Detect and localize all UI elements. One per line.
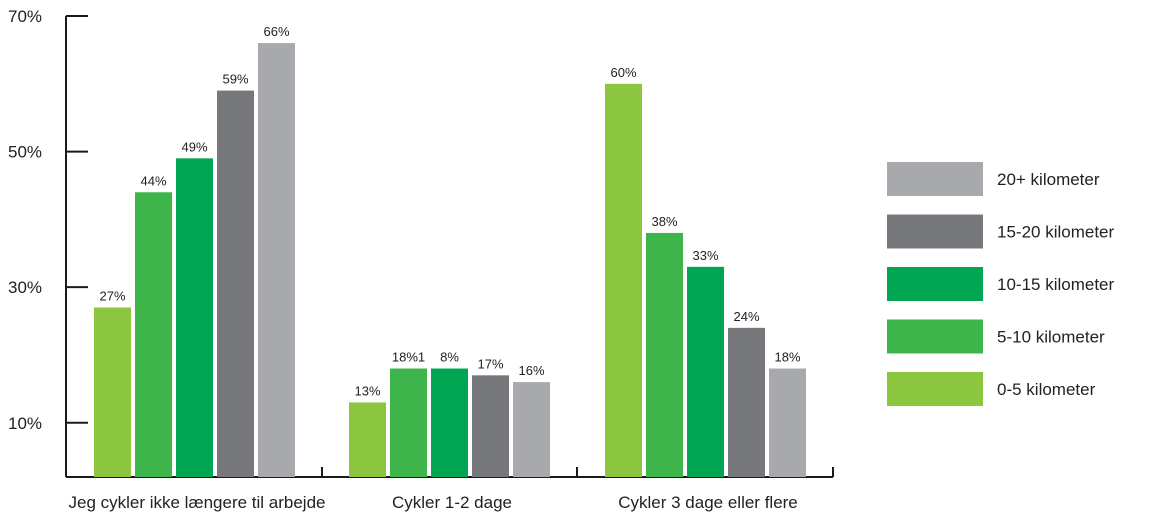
bar (472, 375, 509, 477)
legend-swatch (887, 162, 983, 196)
bar (258, 43, 295, 477)
bar (646, 232, 683, 477)
data-label: 66% (263, 24, 289, 39)
data-label: 44% (140, 173, 166, 188)
bar (605, 83, 642, 477)
data-label: 16% (518, 363, 544, 378)
category-label: Jeg cykler ikke længere til arbejde (68, 493, 325, 512)
data-label: 33% (692, 248, 718, 263)
data-label: 27% (99, 289, 125, 304)
y-tick-label: 70% (8, 7, 42, 26)
data-labels: 27% 44% 49% 59% 66% 13% 18%1 8% 17% 16% 60% 38% 33% 2… (99, 24, 800, 398)
data-label: 18%1 (392, 350, 425, 365)
data-label: 13% (354, 383, 380, 398)
legend: 20+ kilometer 15-20 kilometer 10-15 kilome… (887, 162, 1115, 406)
category-label: Cykler 3 dage eller flere (618, 493, 798, 512)
data-label: 60% (610, 65, 636, 80)
legend-label: 10-15 kilometer (997, 275, 1115, 294)
data-label: 17% (477, 356, 503, 371)
legend-swatch (887, 267, 983, 301)
data-label: 24% (733, 309, 759, 324)
bar (769, 368, 806, 477)
y-tick-label: 30% (8, 278, 42, 297)
data-label: 49% (181, 139, 207, 154)
bar (728, 327, 765, 477)
data-label: 59% (222, 72, 248, 87)
data-label: 38% (651, 214, 677, 229)
legend-label: 0-5 kilometer (997, 380, 1096, 399)
legend-swatch (887, 372, 983, 406)
legend-label: 20+ kilometer (997, 170, 1100, 189)
bar (176, 158, 213, 477)
bar (217, 90, 254, 477)
legend-swatch (887, 319, 983, 354)
legend-label: 15-20 kilometer (997, 223, 1115, 242)
legend-label: 5-10 kilometer (997, 328, 1105, 347)
data-label: 18% (774, 350, 800, 365)
bar (349, 402, 386, 477)
bar (94, 307, 131, 477)
bar (687, 266, 724, 477)
bars (94, 43, 806, 477)
data-label: 8% (440, 350, 459, 365)
y-tick-label: 10% (8, 414, 42, 433)
legend-swatch (887, 214, 983, 249)
category-label: Cykler 1-2 dage (392, 493, 512, 512)
bar (390, 368, 427, 477)
bar (513, 382, 550, 477)
bar (135, 192, 172, 477)
y-tick-label: 50% (8, 143, 42, 162)
bar (431, 368, 468, 477)
